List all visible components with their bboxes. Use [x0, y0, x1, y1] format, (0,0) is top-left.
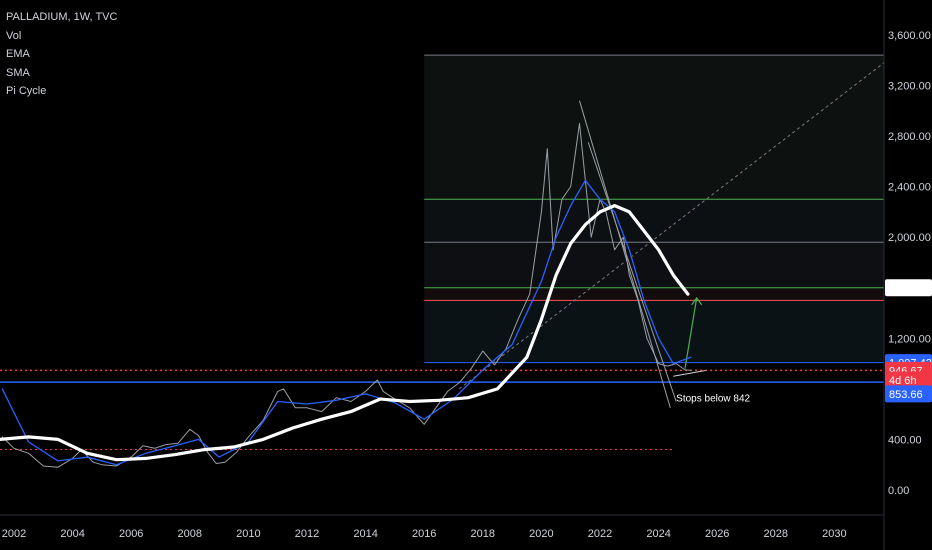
price-badge-label: 853.66: [889, 389, 923, 401]
x-tick-label: 2002: [2, 528, 26, 540]
fib-band-2: [424, 242, 884, 288]
price-badge: 853.66: [885, 385, 932, 403]
x-tick-label: 2024: [646, 528, 670, 540]
price-badge: 1,600.47: [885, 279, 932, 297]
y-tick-label: 3,600.00: [888, 30, 931, 42]
y-tick-label: 3,200.00: [888, 81, 931, 93]
fibonacci-zone: [424, 55, 884, 363]
x-tick-label: 2004: [60, 528, 84, 540]
y-tick-label: 0.00: [888, 485, 909, 497]
y-tick-label: 2,000.00: [888, 232, 931, 244]
symbol-title[interactable]: PALLADIUM, 1W, TVC: [6, 11, 118, 23]
wedge-lower-line: [587, 142, 677, 402]
x-axis[interactable]: 2002 2004 2006 2008 2010 2012 2014 2016 2018 2020…: [0, 514, 884, 540]
fib-band-3: [424, 287, 884, 301]
diagonal-trend-line: [459, 62, 885, 390]
x-tick-label: 2018: [471, 528, 495, 540]
price-badge-bg: [885, 279, 932, 297]
chart-legend: PALLADIUM, 1W, TVC Vol EMA SMA Pi Cycle: [6, 8, 117, 101]
fib-band-0: [424, 55, 884, 200]
x-tick-label: 2022: [588, 528, 612, 540]
x-tick-label: 2028: [764, 528, 788, 540]
price-badge-bg: [885, 385, 932, 403]
indicator-ema[interactable]: EMA: [6, 48, 30, 60]
x-tick-label: 2008: [178, 528, 202, 540]
x-tick-label: 2012: [295, 528, 319, 540]
y-tick-label: 2,400.00: [888, 182, 931, 194]
x-tick-label: 2016: [412, 528, 436, 540]
y-axis[interactable]: 3,600.00 3,200.00 2,800.00 2,400.00 2,000.00…: [883, 0, 931, 550]
base-trend-line: [673, 370, 706, 377]
price-badge-bg: [885, 371, 932, 389]
x-tick-label: 2006: [119, 528, 143, 540]
indicator-sma[interactable]: SMA: [6, 66, 30, 79]
pi-cycle-series-line: [0, 204, 690, 462]
x-tick-label: 2030: [822, 528, 846, 540]
projection-arrow-shaft: [684, 297, 698, 369]
x-tick-label: 2014: [353, 528, 377, 540]
y-tick-label: 400.00: [888, 434, 922, 446]
fib-band-1: [424, 199, 884, 243]
price-badge-label: 1,600.47: [889, 283, 932, 295]
price-badge-label: 4d 6h: [889, 375, 917, 387]
annotations: Stops below 842: [676, 394, 750, 405]
indicator-pi-cycle[interactable]: Pi Cycle: [6, 85, 47, 97]
price-series-line: [1, 122, 692, 468]
annotation-text: Stops below 842: [676, 394, 750, 405]
x-tick-label: 2026: [705, 528, 729, 540]
x-tick-label: 2010: [236, 528, 260, 540]
series-lines: [0, 122, 692, 468]
y-tick-label: 1,200.00: [888, 333, 931, 345]
price-badge: 4d 6h: [885, 371, 932, 389]
trend-drawings: [459, 62, 885, 408]
indicator-vol[interactable]: Vol: [6, 29, 22, 42]
x-tick-label: 2020: [529, 528, 553, 540]
y-tick-label: 2,800.00: [888, 131, 931, 143]
projection-arrow-head: [691, 296, 703, 306]
ema-series-line: [1, 179, 692, 466]
